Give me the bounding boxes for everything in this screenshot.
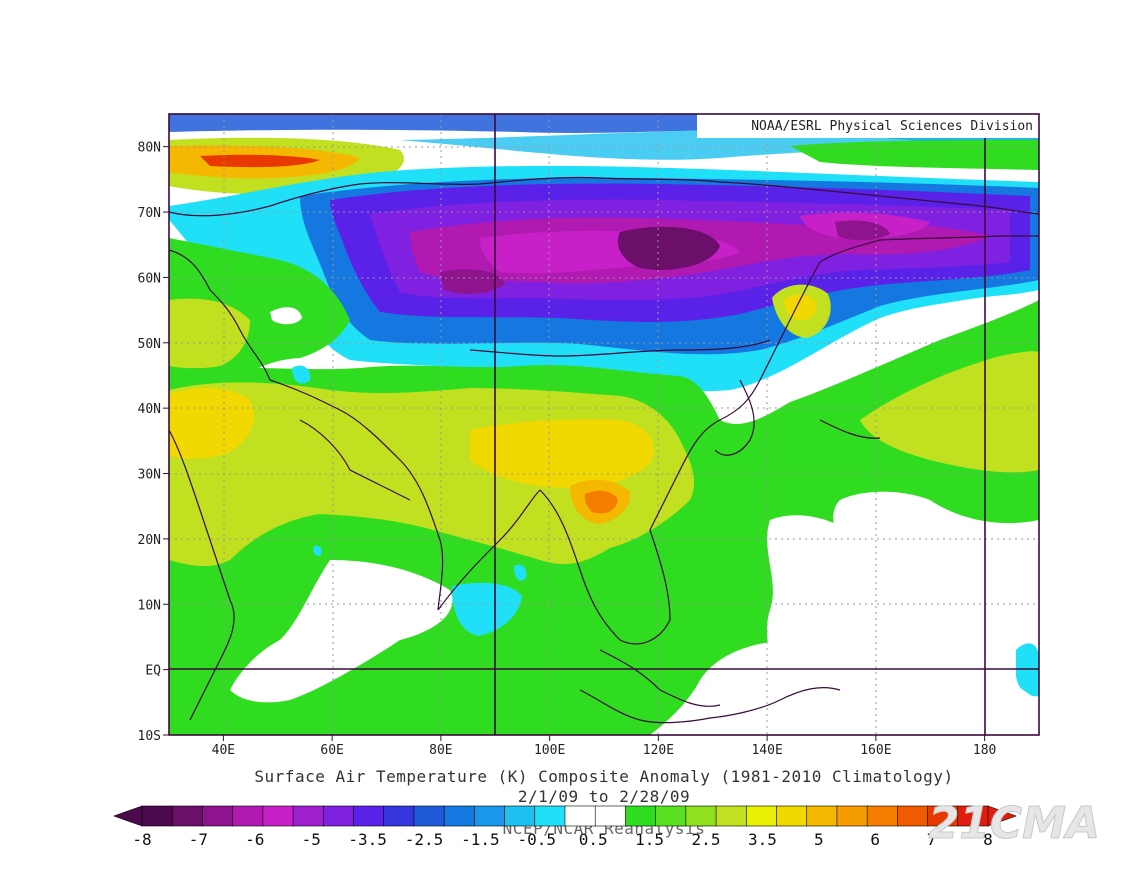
lat-tick-label: EQ — [145, 664, 161, 679]
pacific-white — [700, 515, 1039, 735]
lon-tick-label: 160E — [860, 743, 891, 758]
colorbar-label: 6 — [870, 830, 880, 849]
colorbar-label: -0.5 — [518, 830, 557, 849]
colorbar-label: 7 — [927, 830, 937, 849]
colorbar-label: -2.5 — [405, 830, 444, 849]
westasia-white-hole — [270, 307, 302, 325]
lat-tick-label: 80N — [138, 141, 161, 156]
map-title-line2: 2/1/09 to 2/28/09 — [518, 787, 690, 806]
reference-lines — [169, 114, 1039, 735]
map-frame — [168, 113, 1040, 736]
colorbar-segment — [534, 805, 566, 827]
arctic-warm-red — [200, 154, 320, 168]
colorbar-labels: -8 -7 -6 -5 -3.5 -2.5 -1.5 -0.5 0.5 1.5 2.5 3.5 5 6 7 8 — [132, 830, 992, 849]
colorbar-segment — [836, 805, 868, 827]
colorbar-segment — [897, 805, 929, 827]
colorbar-label: -6 — [245, 830, 264, 849]
lat-tick-label: 10S — [138, 729, 161, 744]
colorbar-segment — [413, 805, 445, 827]
watermark-logo: 21CMA — [929, 798, 1100, 849]
colorbar-segment — [745, 805, 778, 827]
colorbar-label: 5 — [814, 830, 824, 849]
colorbar-label: -8 — [132, 830, 151, 849]
lon-tick-label: 180 — [973, 743, 996, 758]
colorbar-label: -5 — [302, 830, 321, 849]
colorbar-segment — [564, 805, 597, 827]
colorbar-segment — [171, 805, 204, 827]
colorbar-segment — [504, 805, 536, 827]
lon-tick-label: 40E — [212, 743, 235, 758]
colorbar-segment — [232, 805, 264, 827]
colorbar-label: 3.5 — [748, 830, 777, 849]
lat-tick-label: 70N — [138, 206, 161, 221]
credit-text: NOAA/ESRL Physical Sciences Division — [751, 119, 1033, 134]
colorbar-segment — [806, 805, 838, 827]
colorbar-segment — [443, 805, 476, 827]
colorbar — [113, 805, 1017, 827]
europe-warm-yellow — [169, 298, 250, 369]
colorbar-label: -3.5 — [348, 830, 387, 849]
credit-box — [697, 114, 1039, 138]
siberia-cold-core-2 — [617, 226, 720, 270]
caspian-cool — [292, 365, 311, 384]
pacific-white-north — [820, 292, 1039, 390]
colorbar-segment — [594, 805, 627, 827]
lat-tick-label: 60N — [138, 271, 161, 286]
bering-warm-green — [790, 140, 1039, 170]
colorbar-segment — [655, 805, 687, 827]
longitude-axis: 40E 60E 80E 100E 120E 140E 160E 180 — [212, 735, 996, 758]
lat-tick-label: 50N — [138, 337, 161, 352]
colorbar-segment — [292, 805, 325, 827]
pacific-cool — [1016, 643, 1039, 697]
tibet-warm-orange — [470, 419, 654, 489]
colorbar-label: 0.5 — [579, 830, 608, 849]
colorbar-segment — [685, 805, 717, 827]
colorbar-segment — [715, 805, 748, 827]
lat-tick-label: 10N — [138, 598, 161, 613]
colorbar-label: 2.5 — [692, 830, 721, 849]
colorbar-label: -1.5 — [461, 830, 500, 849]
asia-warm-orange — [169, 387, 254, 459]
colorbar-segment — [866, 805, 899, 827]
lat-tick-label: 40N — [138, 402, 161, 417]
colorbar-segment — [474, 805, 506, 827]
colorbar-segment — [202, 805, 234, 827]
colorbar-max-arrow — [987, 805, 1017, 827]
colorbar-label: 1.5 — [635, 830, 664, 849]
colorbar-label: -7 — [189, 830, 208, 849]
kamchatka-warm-yellow — [784, 294, 817, 321]
bay-bengal-cool — [514, 564, 527, 581]
colorbar-segment — [383, 805, 415, 827]
arabian-cool — [313, 545, 322, 556]
colorbar-segment — [322, 805, 355, 827]
map-title-line1: Surface Air Temperature (K) Composite An… — [254, 767, 953, 786]
colorbar-segment — [776, 805, 808, 827]
china-warm-core-red — [584, 490, 618, 514]
indian-ocean-cool — [452, 582, 522, 636]
siberia-cold-core-west — [440, 269, 505, 294]
colorbar-segment — [625, 805, 657, 827]
latitude-axis: 80N 70N 60N 50N 40N 30N 20N 10N EQ 10S — [138, 141, 169, 744]
pacific-warm-yellow — [860, 351, 1039, 473]
colorbar-label: 8 — [983, 830, 993, 849]
lon-tick-label: 60E — [320, 743, 343, 758]
colorbar-segment — [262, 805, 294, 827]
colorbar-min-arrow — [113, 805, 143, 827]
anomaly-field — [169, 114, 1039, 735]
lon-tick-label: 80E — [429, 743, 452, 758]
colorbar-segment — [353, 805, 385, 827]
indian-ocean-white — [230, 560, 453, 703]
lon-tick-label: 100E — [534, 743, 565, 758]
lat-tick-label: 30N — [138, 468, 161, 483]
grid-lines — [169, 114, 1039, 735]
coastlines — [169, 176, 1039, 724]
lat-tick-label: 20N — [138, 533, 161, 548]
lon-tick-label: 120E — [643, 743, 674, 758]
colorbar-segment — [141, 805, 174, 827]
lon-tick-label: 140E — [751, 743, 782, 758]
